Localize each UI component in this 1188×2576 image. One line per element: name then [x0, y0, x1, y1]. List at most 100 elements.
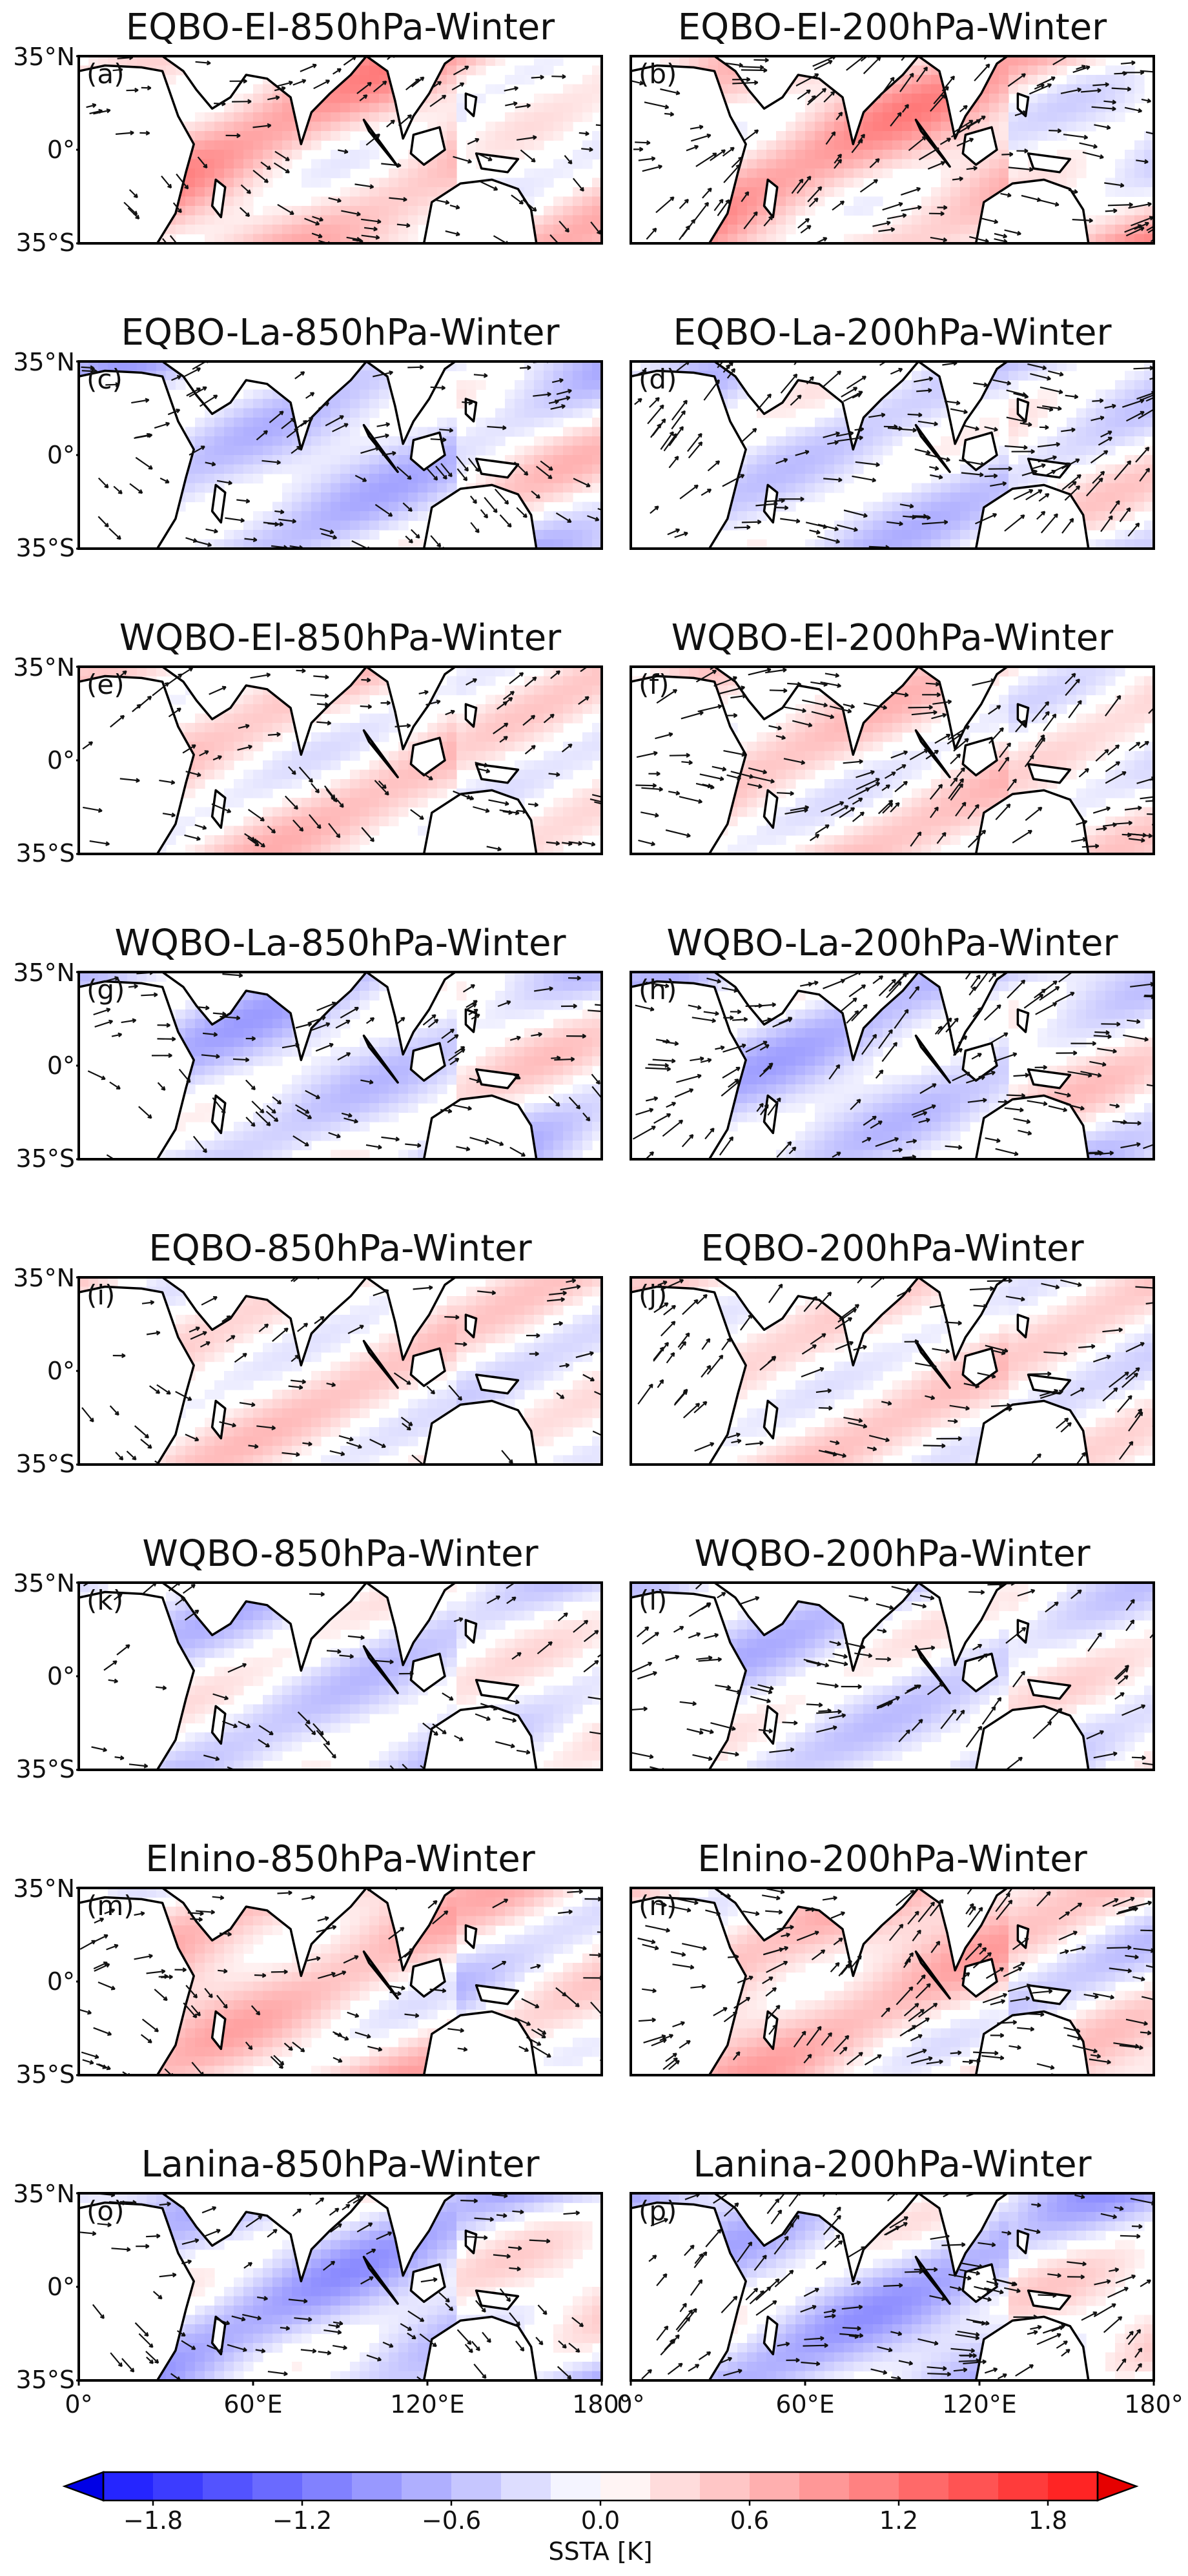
panel-label-l: (l) — [639, 1585, 667, 1616]
map-panel-o: Lanina-850hPa-Winter(o)35°N0°35°S0° 60°E 1… — [13, 2144, 631, 2419]
arabia-india-coast-e — [161, 667, 367, 756]
panel-frame-l — [630, 1581, 1155, 1771]
map-panel-k: WQBO-850hPa-Winter (k) 35°N 0° 35°S — [13, 1533, 603, 1783]
philippines-coast-o — [464, 2229, 478, 2255]
africa-coast-c — [79, 369, 195, 549]
australia-coast-l — [974, 1705, 1090, 1770]
panel-title-l: WQBO-200hPa-Winter — [694, 1533, 1091, 1575]
borneo-coast-p — [961, 2263, 998, 2303]
colorbar-segment — [750, 2472, 800, 2500]
map-panel-c: EQBO-La-850hPa-Winter (c) 35°N 0° 35°S — [13, 312, 603, 562]
sumatra-coast-m — [362, 1950, 399, 2000]
seasia-coast-g — [365, 972, 456, 1056]
africa-coast-d — [631, 369, 747, 549]
panel-frame-p — [630, 2192, 1155, 2382]
madagascar-coast-g — [210, 1094, 227, 1135]
panel-field-a — [79, 56, 602, 243]
lat-tick-label: 35°N — [13, 348, 75, 376]
sumatra-coast-d — [914, 423, 951, 473]
panel-field-g — [79, 972, 602, 1159]
panel-title-n: Elnino-200hPa-Winter — [697, 1838, 1087, 1880]
panel-frame-j — [630, 1276, 1155, 1466]
sumatra-coast-e — [362, 729, 399, 778]
sumatra-coast-l — [914, 1645, 951, 1694]
sumatra-coast-i — [362, 1339, 399, 1389]
panel-label-m: (m) — [87, 1890, 134, 1922]
lat-tick-label: 0° — [47, 441, 75, 469]
panel-title-h: WQBO-La-200hPa-Winter — [667, 922, 1119, 964]
philippines-coast-m — [464, 1924, 478, 1949]
newguinea-coast-l — [1027, 1679, 1072, 1700]
borneo-coast-j — [961, 1347, 998, 1387]
newguinea-coast-n — [1027, 1984, 1072, 2005]
newguinea-coast-p — [1027, 2289, 1072, 2311]
africa-coast-e — [79, 674, 195, 854]
borneo-coast-c — [409, 431, 446, 471]
arabia-india-coast-j — [713, 1277, 919, 1367]
lat-tick-label: 0° — [47, 1357, 75, 1385]
madagascar-coast-m — [210, 2010, 227, 2051]
panel-title-a: EQBO-El-850hPa-Winter — [126, 6, 555, 48]
wind-vectors-e — [82, 667, 602, 852]
panel-frame-f — [630, 665, 1155, 855]
arabia-india-coast-f — [713, 667, 919, 756]
australia-coast-b — [974, 178, 1090, 243]
panel-title-p: Lanina-200hPa-Winter — [693, 2144, 1092, 2186]
australia-coast-j — [974, 1399, 1090, 1465]
lat-tick-label: 0° — [47, 2273, 75, 2301]
lon-tick-label: 120°E — [942, 2390, 1017, 2419]
lat-tick-label: 35°S — [16, 2060, 75, 2089]
australia-coast-k — [422, 1705, 538, 1770]
panel-label-g: (g) — [87, 974, 125, 1006]
philippines-coast-f — [1016, 703, 1030, 728]
madagascar-coast-i — [210, 1399, 227, 1440]
lat-tick-label: 35°N — [13, 2180, 75, 2208]
panel-field-o — [79, 2193, 602, 2380]
philippines-coast-p — [1016, 2229, 1030, 2255]
wind-vectors-p — [641, 2193, 1154, 2380]
borneo-coast-f — [961, 736, 998, 776]
colorbar-segment — [650, 2472, 701, 2500]
seasia-coast-p — [917, 2193, 1009, 2277]
arabia-india-coast-k — [161, 1583, 367, 1672]
colorbar-segment — [153, 2472, 203, 2500]
lat-tick-label: 0° — [47, 1662, 75, 1690]
lat-tick-label: 0° — [47, 746, 75, 775]
africa-coast-a — [79, 64, 195, 243]
philippines-coast-k — [464, 1619, 478, 1644]
sumatra-coast-k — [362, 1645, 399, 1694]
colorbar-segment — [899, 2472, 949, 2500]
madagascar-coast-f — [763, 789, 779, 829]
newguinea-coast-i — [475, 1374, 520, 1395]
panel-field-c — [79, 361, 602, 549]
lon-tick-label: 0° — [65, 2390, 92, 2419]
borneo-coast-a — [409, 126, 446, 166]
lat-tick-label: 35°S — [16, 1144, 75, 1173]
lon-tick-label: 180° — [572, 2390, 631, 2419]
colorbar-extend-max — [1096, 2471, 1139, 2502]
seasia-coast-d — [917, 361, 1009, 445]
seasia-coast-a — [365, 56, 456, 140]
madagascar-coast-e — [210, 789, 227, 829]
lat-tick-label: 0° — [47, 1967, 75, 1996]
wind-vectors-n — [637, 1888, 1154, 2075]
panel-title-c: EQBO-La-850hPa-Winter — [121, 312, 560, 354]
madagascar-coast-b — [763, 178, 779, 219]
panel-title-e: WQBO-El-850hPa-Winter — [119, 617, 562, 659]
colorbar-extend-min — [62, 2471, 105, 2502]
sumatra-coast-b — [914, 118, 951, 168]
borneo-coast-n — [961, 1958, 998, 1998]
australia-coast-p — [974, 2315, 1090, 2380]
colorbar-tick-label: −1.2 — [272, 2506, 332, 2535]
wind-vectors-h — [632, 972, 1154, 1159]
panel-field-k — [79, 1583, 602, 1770]
arabia-india-coast-a — [161, 56, 367, 146]
australia-coast-o — [422, 2315, 538, 2380]
australia-coast-c — [422, 483, 538, 549]
seasia-coast-n — [917, 1888, 1009, 1972]
borneo-coast-d — [961, 431, 998, 471]
panel-frame-b — [630, 55, 1155, 245]
lat-tick-label: 35°S — [16, 2366, 75, 2394]
panel-title-f: WQBO-El-200hPa-Winter — [671, 617, 1114, 659]
